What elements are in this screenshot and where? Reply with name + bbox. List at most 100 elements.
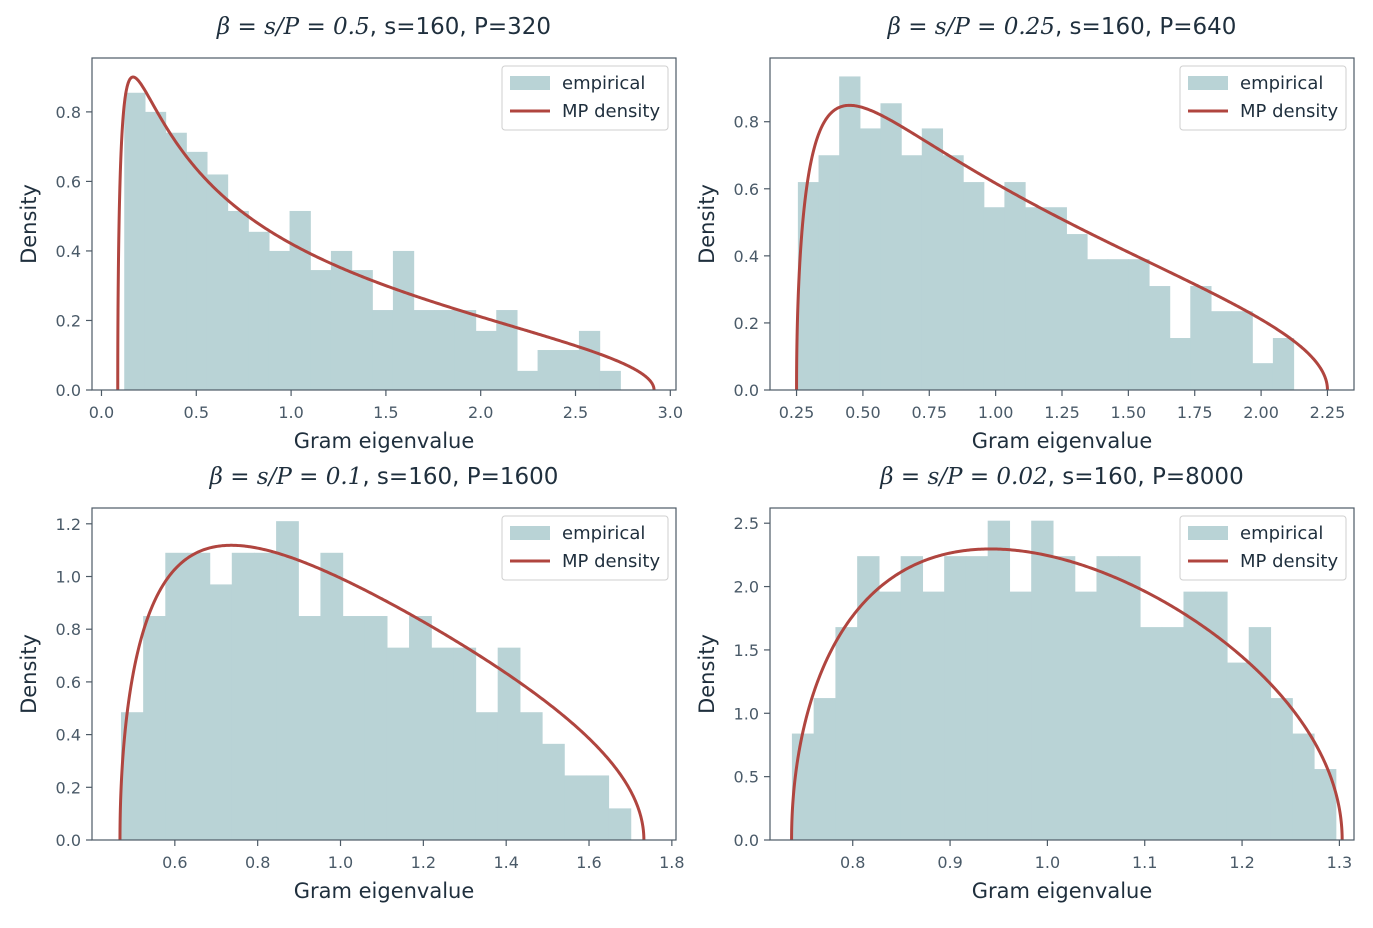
legend: empirical MP density: [501, 65, 669, 131]
histogram-bar: [496, 310, 518, 390]
x-tick-label: 1.5: [373, 403, 398, 422]
chart-title: β = s/P = 0.1, s=160, P=1600: [209, 464, 559, 490]
histogram-bar: [1009, 591, 1032, 840]
histogram-bar: [818, 155, 840, 390]
histogram-bar: [1169, 338, 1191, 390]
x-tick-label: 1.0: [278, 403, 303, 422]
histogram-bar: [206, 174, 229, 390]
chart-title-params: , s=160, P=1600: [362, 464, 558, 490]
histogram-bar: [386, 647, 410, 840]
legend-label-mp-density: MP density: [562, 101, 660, 122]
chart-title: β = s/P = 0.25, s=160, P=640: [887, 14, 1237, 40]
histogram-bar: [209, 584, 233, 840]
x-tick-label: 0.75: [911, 403, 947, 422]
histogram-bar: [453, 647, 477, 840]
histogram-bar: [542, 743, 565, 840]
histogram-bar: [900, 556, 924, 840]
histogram-bar: [901, 155, 923, 390]
y-tick-label: 0.0: [56, 831, 81, 850]
histogram-bar: [253, 552, 277, 840]
y-tick-label: 0.6: [56, 673, 81, 692]
histogram-bar: [586, 775, 610, 840]
y-tick-label: 0.2: [56, 778, 81, 797]
histogram-bar: [143, 616, 166, 840]
y-tick-label: 1.0: [734, 704, 759, 723]
legend: empirical MP density: [501, 515, 669, 581]
x-tick-label: 0.6: [162, 853, 187, 872]
histogram-bar: [276, 521, 299, 840]
y-tick-label: 0.4: [56, 726, 81, 745]
y-axis-label: Density: [17, 634, 41, 714]
axes-frame: [91, 507, 677, 841]
x-tick-label: 1.0: [1035, 853, 1060, 872]
y-tick-label: 0.6: [56, 172, 81, 191]
histogram-bar: [1314, 769, 1337, 840]
histogram-bar: [797, 182, 820, 390]
legend-label-mp-density: MP density: [1240, 551, 1338, 572]
x-tick-label: 0.8: [245, 853, 270, 872]
histogram-bar: [186, 151, 208, 390]
histogram-bars: [120, 521, 632, 840]
histogram-bar: [1066, 234, 1088, 390]
mp-density-curve: [790, 547, 1344, 840]
histogram-bar: [342, 616, 366, 840]
histogram-bar: [516, 370, 539, 390]
histogram-bar: [364, 616, 388, 840]
legend: empirical MP density: [1179, 65, 1347, 131]
x-tick-label: 1.6: [576, 853, 601, 872]
histogram-bar: [124, 92, 146, 390]
mp-density-curve: [116, 75, 656, 390]
histogram-bar: [1270, 698, 1293, 840]
y-tick-label: 0.0: [734, 831, 759, 850]
histogram-bar: [987, 520, 1011, 840]
histogram-bar: [409, 616, 432, 840]
histogram-bar: [1118, 556, 1141, 840]
histogram-bar: [392, 250, 415, 390]
x-tick-label: 1.3: [1327, 853, 1352, 872]
histogram-bar: [330, 250, 353, 390]
chart-title-params: , s=160, P=640: [1055, 14, 1236, 40]
histogram-bar: [1161, 627, 1185, 840]
x-tick-label: 0.8: [840, 853, 865, 872]
histogram-bar: [608, 808, 632, 840]
y-tick-label: 2.0: [734, 578, 759, 597]
x-tick-label: 0.25: [779, 403, 815, 422]
x-tick-label: 1.25: [1044, 403, 1080, 422]
histogram-bar: [1183, 591, 1206, 840]
histogram-bar: [1096, 556, 1119, 840]
histogram-bar: [922, 591, 945, 840]
histogram-bar: [921, 128, 944, 390]
histogram-bar: [413, 310, 435, 390]
y-tick-label: 0.2: [56, 311, 81, 330]
histogram-bar: [231, 552, 255, 840]
histogram-bar: [351, 270, 373, 390]
legend-swatch-empirical: [1188, 76, 1228, 90]
legend-swatch-empirical: [1188, 526, 1228, 540]
y-tick-label: 0.2: [734, 314, 759, 333]
histogram-bar: [1190, 286, 1212, 390]
chart-3: 0.6 0.8 1.0 1.2 1.4 1.6 1.8 0.0 0.2 0.4 0.6 0.8 1.0 1…: [17, 464, 685, 903]
y-tick-label: 1.2: [56, 515, 81, 534]
legend-label-empirical: empirical: [562, 523, 645, 544]
histogram-bar: [880, 103, 902, 390]
histogram-bar: [835, 627, 858, 840]
mp-density-curve: [795, 103, 1329, 390]
histogram-bar: [813, 698, 836, 840]
histogram-bar: [1205, 591, 1228, 840]
histogram-bar: [1148, 286, 1171, 390]
x-axis-label: Gram eigenvalue: [972, 879, 1153, 903]
x-tick-label: 1.2: [411, 853, 436, 872]
chart-1: 0.0 0.5 1.0 1.5 2.0 2.5 3.0 0.0 0.2 0.4 0.6 0.8 Gram…: [17, 14, 683, 453]
x-tick-label: 2.00: [1243, 403, 1279, 422]
histogram-bar: [289, 210, 311, 390]
axes-frame: [769, 507, 1355, 841]
x-axis-label: Gram eigenvalue: [294, 879, 475, 903]
histogram-bars: [797, 76, 1295, 390]
y-tick-label: 0.0: [734, 381, 759, 400]
histogram-bar: [1052, 556, 1076, 840]
histogram-bar: [310, 270, 332, 390]
histogram-bar: [965, 556, 989, 840]
histogram-bar: [537, 350, 559, 390]
x-tick-label: 2.0: [468, 403, 493, 422]
y-tick-label: 1.0: [56, 568, 81, 587]
